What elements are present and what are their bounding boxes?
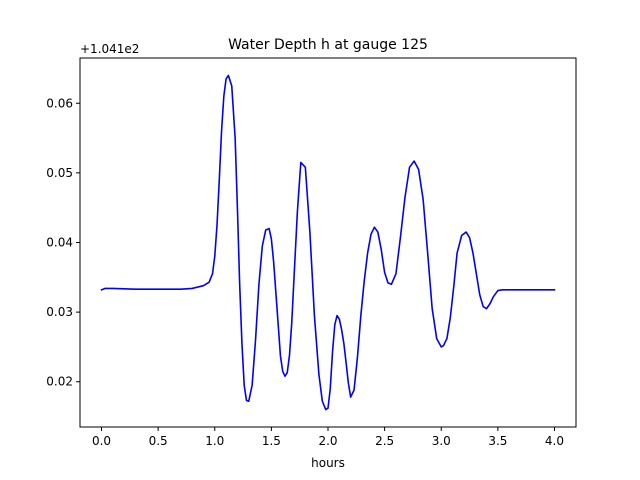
x-tick-label: 0.0 — [92, 434, 111, 448]
x-tick-label: 0.5 — [149, 434, 168, 448]
y-offset-label: +1.041e2 — [80, 42, 139, 56]
y-tick-label: 0.04 — [46, 236, 73, 250]
series-line-0 — [100, 74, 556, 411]
y-tick-label: 0.02 — [46, 375, 73, 389]
axes-layer: 0.0 0.5 1.0 1.5 2.0 2.5 3.0 3.5 4.0 0.02 0.03 0.04 0… — [46, 57, 577, 448]
x-tick-label: 3.0 — [432, 434, 451, 448]
y-tick-label: 0.05 — [46, 166, 73, 180]
x-tick-label: 1.5 — [262, 434, 281, 448]
plot-area — [100, 74, 556, 411]
chart-title: Water Depth h at gauge 125 — [228, 37, 428, 53]
x-tick-label: 4.0 — [545, 434, 564, 448]
x-tick-label: 2.5 — [375, 434, 394, 448]
y-tick-label: 0.03 — [46, 305, 73, 319]
x-tick-label: 1.0 — [205, 434, 224, 448]
x-tick-label: 3.5 — [488, 434, 507, 448]
y-tick-label: 0.06 — [46, 96, 73, 110]
x-axis-label: hours — [311, 456, 345, 470]
x-tick-label: 2.0 — [318, 434, 337, 448]
